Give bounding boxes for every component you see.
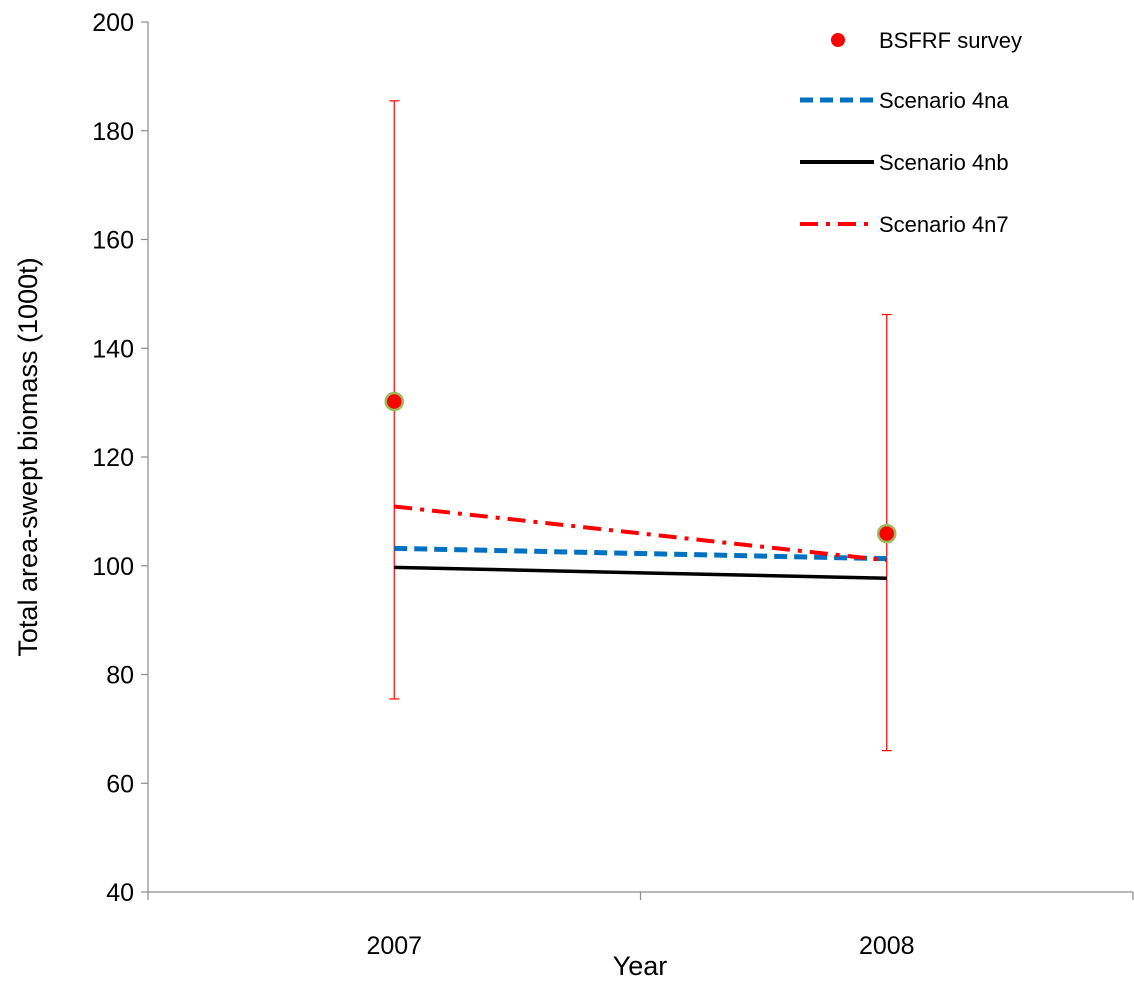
- x-tick-label: 2007: [366, 932, 422, 960]
- legend-label-scenario-4na: Scenario 4na: [879, 88, 1009, 113]
- series-line-scenario-4nb: [394, 565, 887, 581]
- error-bars: [389, 100, 892, 752]
- x-tick-label: 2008: [859, 932, 915, 960]
- y-tick-label: 200: [92, 9, 134, 37]
- survey-points: [384, 391, 897, 544]
- y-tick-label: 160: [92, 227, 134, 255]
- series-line-scenario-4n7: [394, 504, 887, 563]
- y-tick-label: 40: [106, 879, 134, 907]
- x-axis-title: Year: [613, 951, 668, 981]
- survey-point: [384, 391, 404, 412]
- y-tick-label: 80: [106, 662, 134, 690]
- legend-label-scenario-4nb: Scenario 4nb: [879, 150, 1009, 175]
- y-tick-label: 60: [106, 770, 134, 798]
- series-lines: [394, 504, 887, 581]
- series-line-scenario-4na: [394, 545, 887, 562]
- y-tick-label: 140: [92, 335, 134, 363]
- legend-label-scenario-4n7: Scenario 4n7: [879, 212, 1009, 237]
- legend: BSFRF survey Scenario 4na Scenario 4nb S…: [800, 28, 1022, 237]
- x-ticks: 2007 2008: [147, 892, 1134, 960]
- y-tick-label: 180: [92, 118, 134, 146]
- y-tick-label: 100: [92, 553, 134, 581]
- legend-label-bsfrf-survey: BSFRF survey: [879, 28, 1022, 53]
- y-ticks: 40 60 80 100 120 140 160 180 200: [92, 9, 148, 907]
- legend-marker-bsfrf-survey: [831, 33, 845, 47]
- survey-point: [877, 523, 897, 544]
- y-tick-label: 120: [92, 444, 134, 472]
- y-axis-title: Total area-swept biomass (1000t): [13, 257, 43, 656]
